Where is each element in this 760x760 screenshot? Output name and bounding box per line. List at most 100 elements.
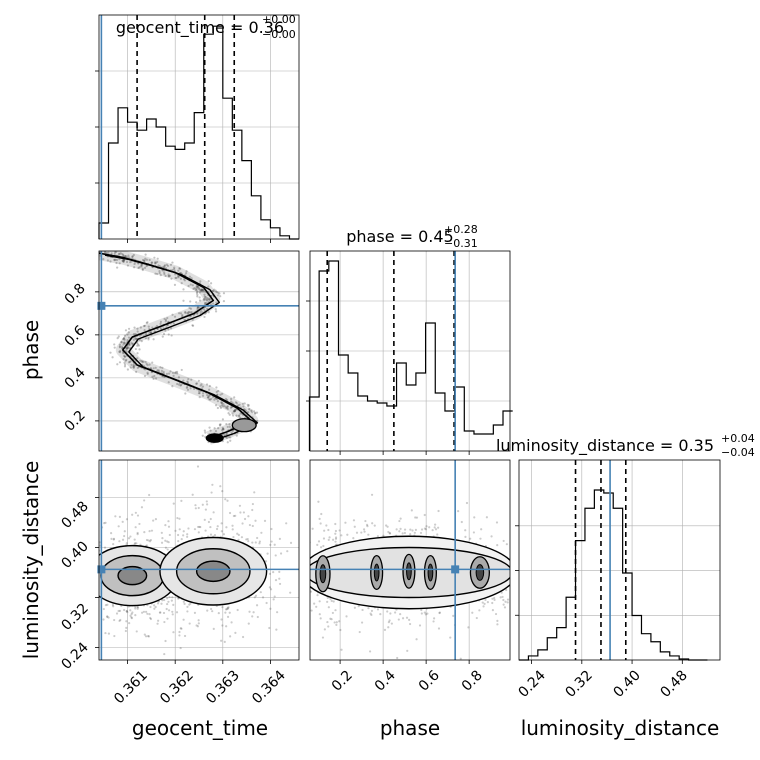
tick-label-phase-y-3: 0.8 (62, 281, 89, 308)
scatter-point (179, 383, 183, 387)
scatter-point (376, 608, 380, 611)
tick-label-phase-x-2: 0.6 (416, 667, 443, 694)
scatter-point (515, 566, 517, 568)
scatter-point (167, 275, 171, 278)
scatter-point (173, 283, 177, 286)
scatter-point (134, 526, 137, 529)
scatter-point (433, 617, 436, 620)
scatter-point (418, 624, 422, 627)
scatter-point (239, 412, 242, 415)
scatter-point (198, 291, 202, 294)
tick-label-time-0: 0.361 (111, 668, 151, 708)
scatter-point (238, 414, 241, 417)
scatter-point (154, 605, 157, 609)
scatter-point (88, 556, 90, 558)
scatter-point (123, 338, 126, 341)
scatter-point (316, 594, 319, 597)
scatter-point (148, 363, 151, 366)
scatter-point (129, 360, 132, 363)
scatter-point (399, 613, 402, 616)
hist-geocent-time-frame (98, 14, 300, 240)
scatter-point (121, 520, 124, 523)
scatter-point (163, 264, 167, 267)
scatter-point (309, 667, 311, 669)
scatter-point (473, 516, 476, 519)
scatter-point (89, 585, 91, 587)
scatter-point (198, 396, 201, 399)
scatter-point (460, 520, 463, 524)
scatter-point (117, 335, 120, 338)
scatter-point (210, 282, 213, 285)
scatter-point (203, 429, 206, 432)
scatter-point (229, 436, 232, 439)
scatter-point (224, 611, 227, 614)
scatter-point (106, 603, 109, 606)
scatter-point (232, 514, 235, 518)
scatter-point (178, 630, 181, 634)
scatter-point (159, 366, 162, 369)
scatter-point (220, 618, 223, 621)
scatter-point (201, 290, 204, 293)
scatter-point (104, 631, 107, 635)
scatter-point (364, 519, 367, 523)
scatter-point (188, 622, 191, 625)
scatter-point (125, 346, 128, 349)
scatter-point (213, 288, 216, 291)
scatter-point (93, 619, 95, 621)
scatter-point (420, 612, 423, 615)
scatter-point (496, 544, 499, 547)
hist-phase-histogram-step (308, 260, 513, 451)
scatter-point (131, 255, 134, 258)
scatter-point (198, 525, 201, 529)
x-axis-label-phase: phase (380, 716, 440, 740)
scatter-point (106, 615, 109, 618)
scatter-point (118, 515, 122, 518)
scatter-point (88, 573, 90, 575)
scatter-point (125, 358, 128, 361)
scatter-point (289, 541, 293, 545)
scatter-point (405, 616, 409, 619)
scatter-point (155, 324, 159, 328)
scatter-point (208, 298, 211, 301)
scatter-point (117, 252, 121, 255)
scatter-point (242, 511, 246, 514)
scatter-point (130, 616, 133, 619)
scatter-point (184, 310, 187, 314)
scatter-point (388, 619, 391, 622)
scatter-point (123, 608, 126, 612)
scatter-point (352, 519, 356, 522)
scatter-point (171, 596, 174, 599)
scatter-point (226, 425, 229, 429)
scatter-point (133, 543, 136, 546)
scatter-point (214, 310, 218, 313)
scatter-point (317, 500, 320, 503)
scatter-point (159, 274, 162, 277)
scatter-point (222, 403, 225, 406)
scatter-point (208, 388, 211, 391)
scatter-point (254, 411, 257, 414)
scatter-point (409, 528, 412, 531)
scatter-point (165, 263, 169, 266)
scatter-point (117, 525, 120, 528)
scatter-point (471, 611, 474, 614)
scatter-point (153, 330, 156, 333)
scatter-point (218, 424, 222, 427)
scatter-point (167, 609, 171, 612)
scatter-point (187, 527, 190, 530)
scatter-point (122, 259, 125, 262)
scatter-point (204, 508, 207, 511)
scatter-point (118, 346, 122, 349)
scatter-point (159, 611, 162, 614)
scatter-point (255, 411, 259, 414)
scatter-point (214, 404, 218, 407)
scatter-point (152, 338, 155, 341)
title-geocent-time-minus: −0.00 (262, 28, 296, 41)
scatter-point (241, 522, 244, 525)
scatter-point (233, 409, 236, 412)
scatter-point (403, 528, 407, 531)
scatter-point (118, 619, 121, 623)
scatter-point (115, 251, 118, 254)
scatter-point (232, 410, 236, 413)
scatter-point (222, 428, 225, 431)
scatter-point (327, 528, 330, 532)
